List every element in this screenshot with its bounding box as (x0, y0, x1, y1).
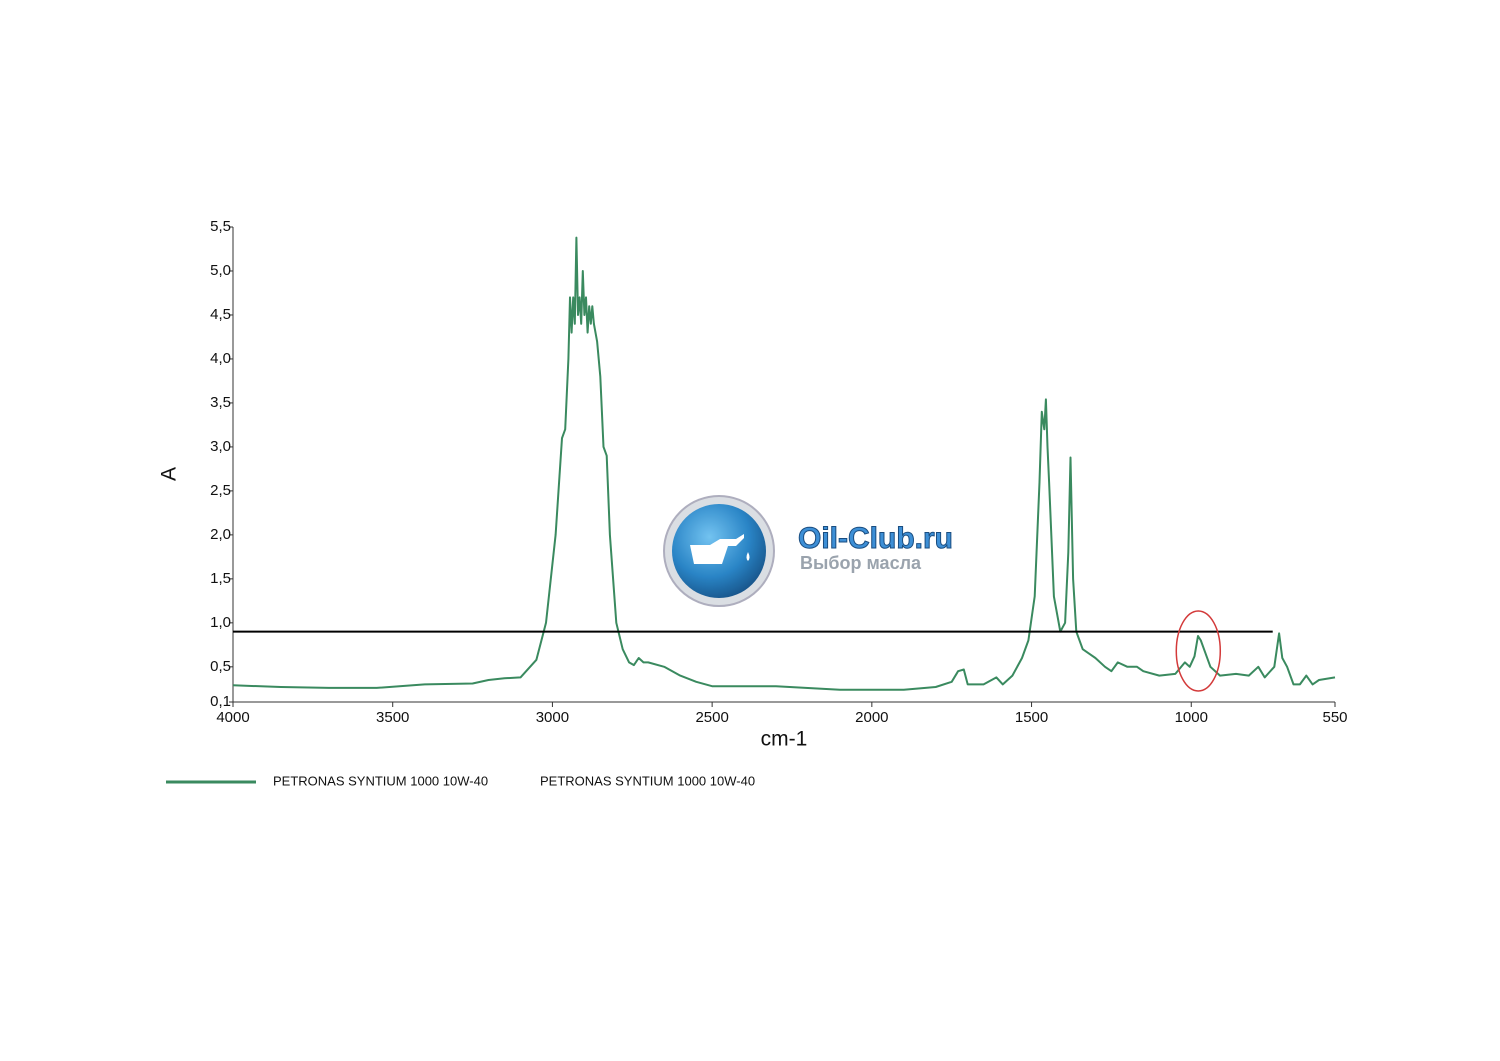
y-tick-label: 1,5 (210, 570, 231, 587)
y-tick-label: 0,5 (210, 658, 231, 675)
x-tick-label: 3500 (376, 709, 409, 726)
watermark-logo (663, 495, 775, 607)
x-tick-label: 2000 (855, 709, 888, 726)
y-axis-title: A (158, 467, 181, 481)
y-tick-label: 2,0 (210, 526, 231, 543)
watermark-subtitle: Выбор масла (800, 553, 922, 573)
watermark-title: Oil-Club.ru (798, 522, 953, 555)
y-tick-label: 1,0 (210, 614, 231, 631)
legend-label: PETRONAS SYNTIUM 1000 10W-40 (273, 773, 488, 788)
x-tick-label: 4000 (216, 709, 249, 726)
x-tick-label: 2500 (695, 709, 728, 726)
x-tick-label: 550 (1322, 709, 1347, 726)
y-tick-label: 0,1 (210, 693, 231, 710)
y-tick-label: 5,5 (210, 218, 231, 235)
x-tick-label: 1500 (1015, 709, 1048, 726)
y-tick-label: 4,5 (210, 306, 231, 323)
x-tick-label: 3000 (536, 709, 569, 726)
x-tick-label: 1000 (1175, 709, 1208, 726)
y-tick-label: 3,0 (210, 438, 231, 455)
y-tick-label: 2,5 (210, 482, 231, 499)
y-tick-label: 4,0 (210, 350, 231, 367)
highlight-circle (1175, 610, 1222, 692)
x-axis-title: cm-1 (761, 728, 808, 751)
spectrum-line (232, 236, 1336, 691)
legend-description: PETRONAS SYNTIUM 1000 10W-40 (540, 773, 755, 788)
y-tick-label: 5,0 (210, 262, 231, 279)
y-tick-label: 3,5 (210, 394, 231, 411)
